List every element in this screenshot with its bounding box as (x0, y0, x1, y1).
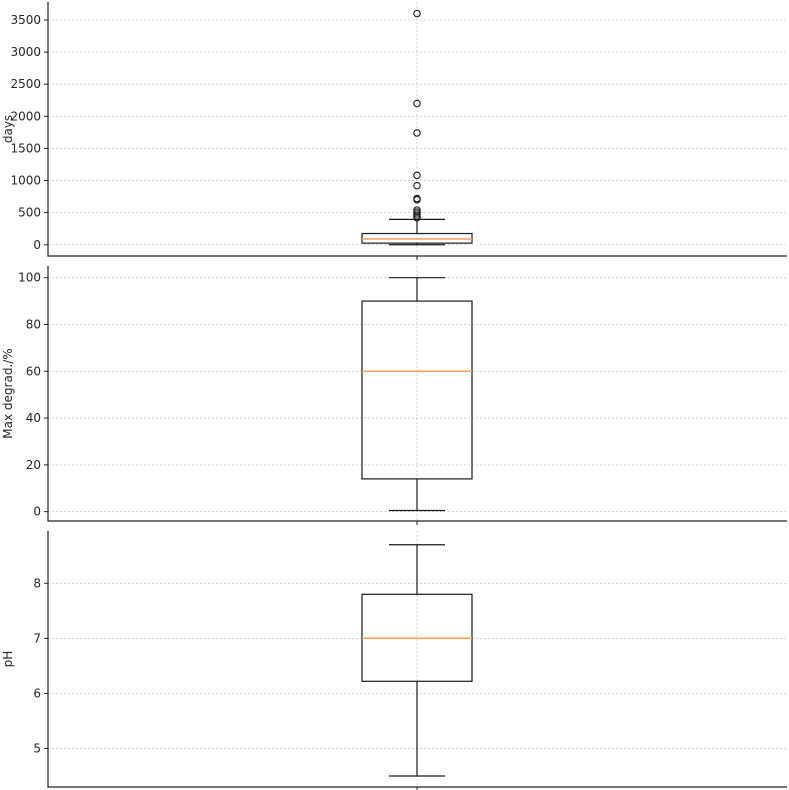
iqr-box (361, 300, 473, 480)
y-axis-label: pH (1, 651, 15, 668)
axis-spines (47, 2, 787, 257)
outlier-point (413, 9, 421, 18)
y-tick-label: 2500 (10, 77, 41, 91)
y-tick-label: 100 (18, 271, 41, 285)
y-tick-label: 3500 (10, 13, 41, 27)
panel-3: 5 6 7 8 pH (1, 531, 787, 790)
y-tick-label: 7 (33, 631, 41, 645)
y-tick-label: 5 (33, 741, 41, 755)
y-tick-label: 6 (33, 686, 41, 700)
y-axis-label: days (1, 115, 15, 143)
outlier-point (413, 206, 421, 214)
y-tick-label: 3000 (10, 45, 41, 59)
axis-spines (47, 531, 787, 788)
y-tick-label: 40 (26, 411, 41, 425)
y-tick-label: 8 (33, 576, 41, 590)
outlier-point (413, 129, 421, 137)
outlier-point (413, 194, 421, 203)
y-tick-label: 1000 (10, 174, 41, 188)
y-tick-label: 0 (33, 505, 41, 519)
y-tick-label: 80 (26, 317, 41, 331)
y-axis-label: Max degrad./% (1, 348, 15, 438)
outlier-point (413, 181, 421, 190)
y-tick-label: 0 (33, 238, 41, 252)
y-tick-label: 1500 (10, 141, 41, 155)
y-tick-label: 500 (18, 206, 41, 220)
panel-2: 0 20 40 60 80 100 Max degrad./% (1, 266, 787, 525)
y-tick-label: 60 (26, 364, 41, 378)
outlier-point (413, 171, 421, 180)
panel-1: 0 500 1000 1500 2000 2500 3000 3500 days (1, 2, 787, 260)
y-tick-label: 2000 (10, 109, 41, 123)
y-tick-label: 20 (26, 458, 41, 472)
outlier-point (413, 99, 421, 108)
axis-spines (47, 266, 787, 522)
